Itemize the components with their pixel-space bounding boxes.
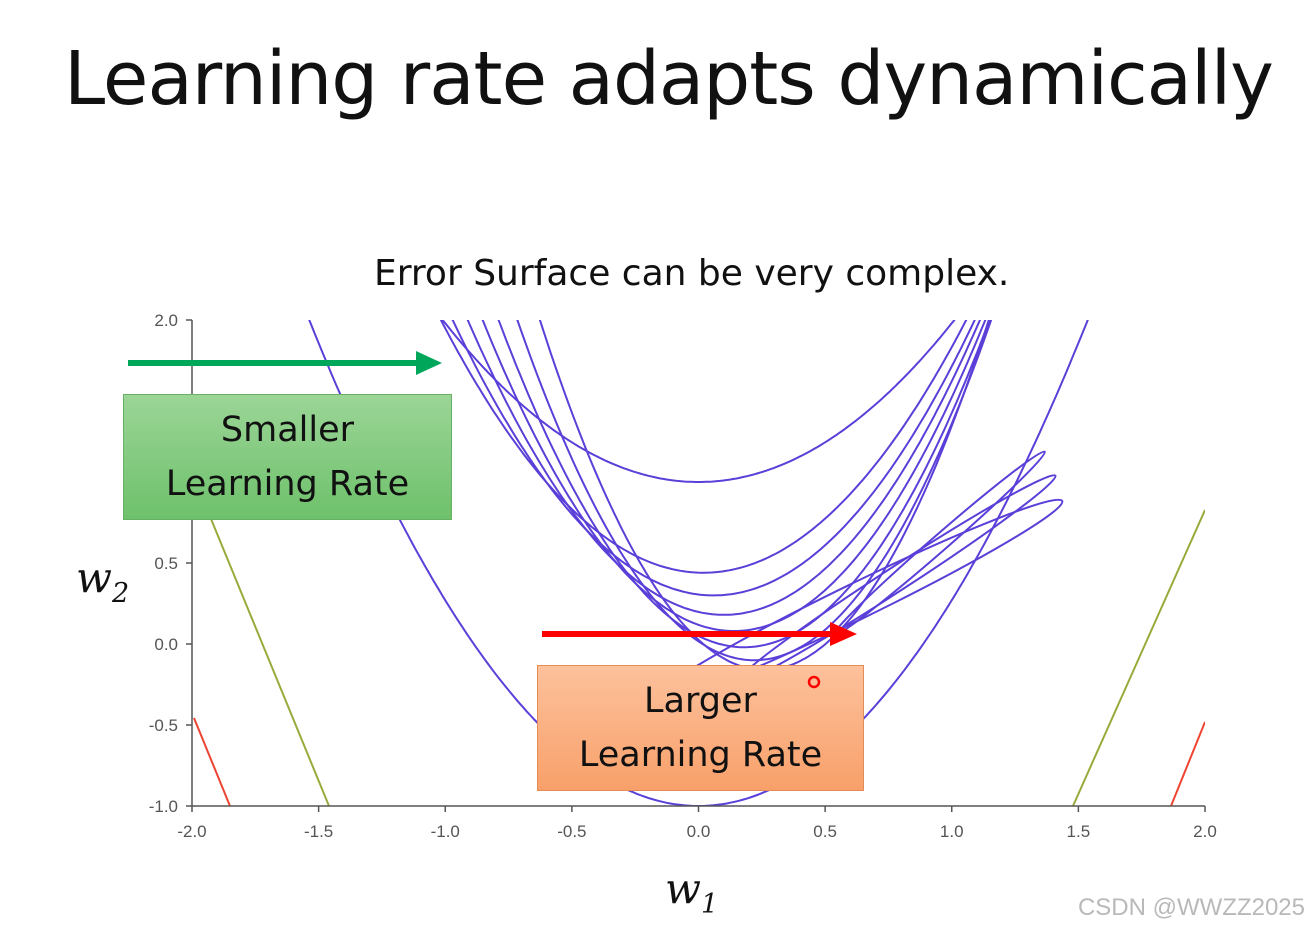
- callout-small-line1: Smaller: [220, 409, 355, 450]
- x-tick-label: 1.0: [940, 822, 964, 841]
- contour-line: [538, 320, 990, 671]
- contour-line: [481, 320, 987, 632]
- x-tick-label: 1.5: [1067, 822, 1091, 841]
- contour-line: [441, 320, 956, 483]
- y-axis-ticks: -1.0 -0.5 0.0 0.5 2.0: [149, 311, 192, 816]
- callout-large-line1: Larger: [644, 680, 757, 721]
- contour-loop: [735, 474, 1057, 685]
- y-tick-label: -1.0: [149, 797, 178, 816]
- callout-large-line2: Learning Rate: [578, 735, 823, 775]
- side-line-red-right: [1170, 721, 1205, 806]
- contour-line: [516, 320, 993, 662]
- contour-line: [466, 320, 982, 616]
- x-tick-label: -0.5: [557, 822, 586, 841]
- y-tick-label: 0.0: [154, 635, 178, 654]
- x-tick-label: 0.0: [687, 822, 711, 841]
- contour-lines: [308, 320, 1089, 806]
- x-axis-label: w1: [665, 864, 718, 920]
- side-lines: [193, 479, 1205, 806]
- watermark: CSDN @WWZZ2025: [1077, 894, 1305, 921]
- contour-line: [497, 320, 991, 649]
- x-tick-label: -2.0: [177, 822, 206, 841]
- slide-title: Learning rate adapts dynamically: [64, 36, 1274, 122]
- side-line-red-left: [193, 717, 231, 806]
- smaller-learning-rate-callout: Smaller Learning Rate: [123, 394, 452, 520]
- side-line-green-left: [194, 479, 330, 806]
- x-tick-label: 2.0: [1193, 822, 1217, 841]
- side-line-green-right: [1072, 509, 1205, 806]
- x-axis-ticks: -2.0 -1.5 -1.0 -0.5 0.0 0.5 1.0 1.5 2.0: [177, 806, 1217, 841]
- callout-small-line2: Learning Rate: [165, 464, 410, 504]
- larger-learning-rate-callout: Larger Learning Rate: [537, 665, 864, 791]
- smaller-learning-rate-arrow: [128, 351, 442, 375]
- x-tick-label: 0.5: [813, 822, 837, 841]
- y-axis-label: w2: [76, 553, 129, 609]
- plot-subtitle: Error Surface can be very complex.: [374, 253, 1010, 294]
- larger-learning-rate-arrow: [542, 622, 857, 646]
- contour-line: [451, 320, 976, 597]
- x-tick-label: -1.5: [304, 822, 333, 841]
- contour-line: [439, 320, 968, 574]
- y-tick-label: -0.5: [149, 716, 178, 735]
- x-tick-label: -1.0: [431, 822, 460, 841]
- y-tick-label: 2.0: [154, 311, 178, 330]
- y-tick-label: 0.5: [154, 554, 178, 573]
